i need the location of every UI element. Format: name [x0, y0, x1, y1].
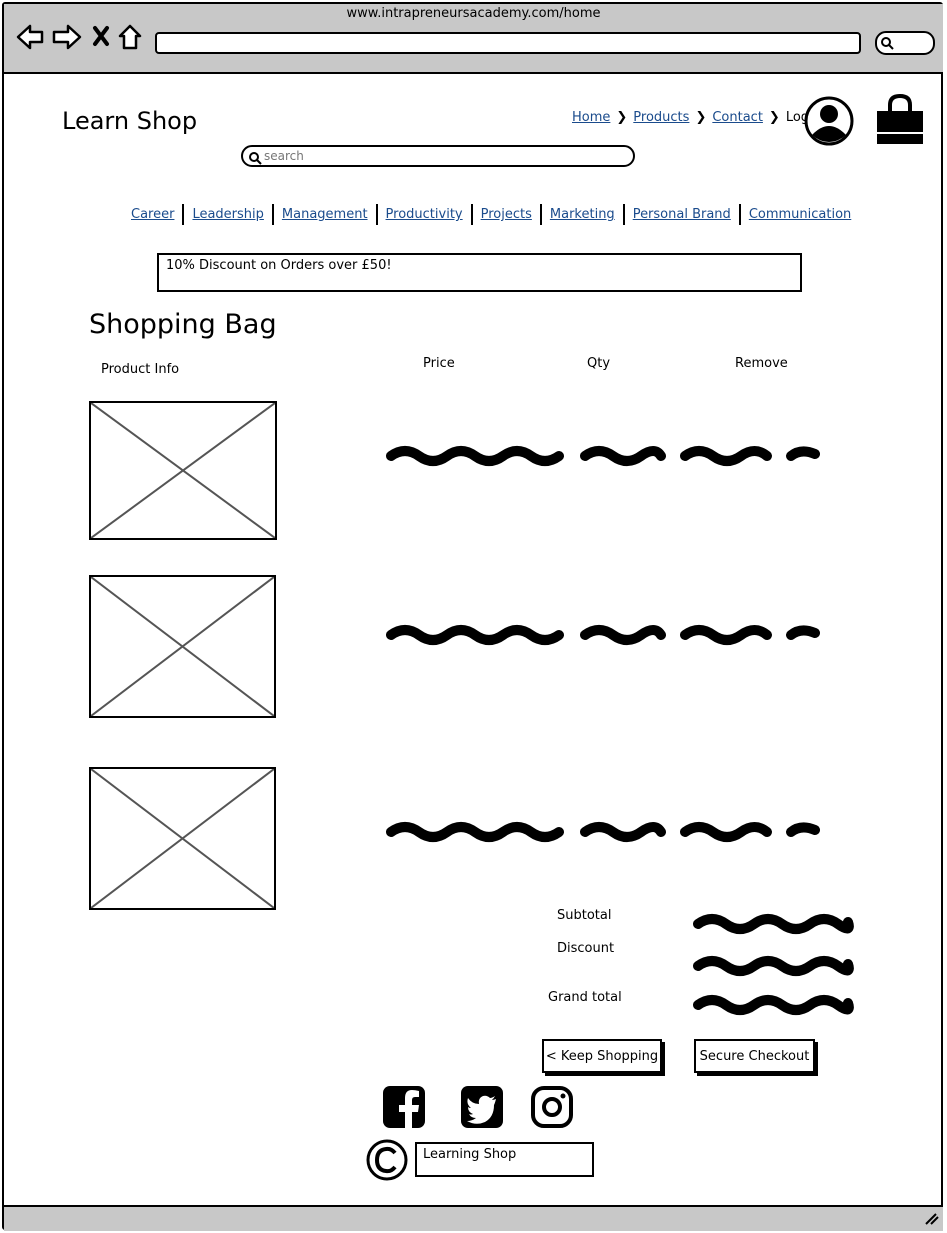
- chevron-right-icon: ❯: [695, 110, 707, 125]
- browser-url: www.intrapreneursacademy.com/home: [346, 6, 601, 21]
- browser-nav-icons: [16, 24, 142, 50]
- category-nav: Career Leadership Management Productivit…: [131, 204, 851, 225]
- back-icon[interactable]: [16, 24, 44, 50]
- summary-scribbles: [693, 914, 854, 1015]
- category-marketing[interactable]: Marketing: [549, 207, 615, 222]
- category-projects[interactable]: Projects: [480, 207, 532, 222]
- copyright-icon: [366, 1139, 408, 1181]
- column-header-product-info: Product Info: [101, 362, 180, 377]
- user-avatar-icon[interactable]: [803, 95, 855, 147]
- discount-banner: 10% Discount on Orders over £50!: [157, 253, 802, 292]
- subtotal-label: Subtotal: [557, 908, 612, 923]
- browser-search-box[interactable]: [875, 31, 935, 55]
- search-icon: [249, 152, 262, 165]
- product-image-placeholder[interactable]: [89, 401, 277, 540]
- home-icon[interactable]: [118, 24, 142, 50]
- divider: [182, 204, 185, 225]
- category-personal-brand[interactable]: Personal Brand: [632, 207, 731, 222]
- category-productivity[interactable]: Productivity: [385, 207, 463, 222]
- product-image-placeholder[interactable]: [89, 767, 276, 910]
- divider: [738, 204, 741, 225]
- breadcrumb-products[interactable]: Products: [633, 110, 690, 125]
- category-leadership[interactable]: Leadership: [192, 207, 264, 222]
- breadcrumb-home[interactable]: Home: [572, 110, 611, 125]
- secure-checkout-button[interactable]: Secure Checkout: [694, 1039, 815, 1073]
- divider: [375, 204, 378, 225]
- divider: [470, 204, 473, 225]
- resize-handle-icon[interactable]: [924, 1212, 940, 1226]
- divider: [539, 204, 542, 225]
- copyright-text: Learning Shop: [415, 1142, 594, 1177]
- search-placeholder: search: [264, 149, 304, 163]
- divider: [622, 204, 625, 225]
- facebook-icon[interactable]: [382, 1085, 427, 1130]
- page-title: Shopping Bag: [89, 309, 277, 340]
- row-scribble: [386, 625, 820, 645]
- instagram-icon[interactable]: [530, 1085, 575, 1130]
- site-logo[interactable]: Learn Shop: [62, 107, 198, 135]
- breadcrumb: Home ❯ Products ❯ Contact ❯ Login: [572, 110, 821, 125]
- divider: [271, 204, 274, 225]
- column-header-qty: Qty: [587, 356, 611, 371]
- category-management[interactable]: Management: [281, 207, 368, 222]
- address-bar[interactable]: [155, 32, 861, 54]
- keep-shopping-button[interactable]: < Keep Shopping: [542, 1039, 662, 1073]
- product-image-placeholder[interactable]: [89, 575, 276, 718]
- search-icon: [881, 37, 894, 50]
- discount-label: Discount: [557, 941, 615, 956]
- row-scribble: [386, 446, 820, 466]
- category-communication[interactable]: Communication: [748, 207, 852, 222]
- close-icon[interactable]: [93, 26, 109, 46]
- row-scribble: [386, 822, 820, 842]
- search-input[interactable]: search: [241, 145, 635, 167]
- chevron-right-icon: ❯: [616, 110, 628, 125]
- browser-status-bar: [4, 1205, 943, 1231]
- chevron-right-icon: ❯: [768, 110, 780, 125]
- category-career[interactable]: Career: [131, 207, 175, 222]
- breadcrumb-contact[interactable]: Contact: [712, 110, 763, 125]
- forward-icon[interactable]: [52, 24, 82, 50]
- grand-total-label: Grand total: [548, 990, 622, 1005]
- twitter-icon[interactable]: [460, 1085, 505, 1130]
- column-header-remove: Remove: [735, 356, 788, 371]
- shopping-bag-icon[interactable]: [874, 93, 926, 147]
- column-header-price: Price: [423, 356, 455, 371]
